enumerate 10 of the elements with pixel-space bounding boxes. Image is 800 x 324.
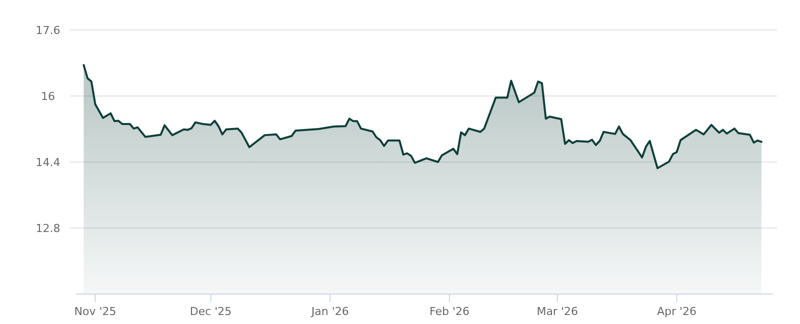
x-tick-label: Dec '25 [190,305,232,318]
y-tick-label: 12.8 [36,222,60,235]
x-tick-label: Apr '26 [656,305,697,318]
y-tick-label: 16 [41,90,55,103]
y-tick-label: 17.6 [36,24,60,37]
x-tick-label: Feb '26 [430,305,470,318]
x-tick-label: Nov '25 [74,305,116,318]
y-tick-label: 14.4 [36,156,60,169]
x-tick-label: Jan '26 [310,305,349,318]
x-tick-label: Mar '26 [536,305,578,318]
